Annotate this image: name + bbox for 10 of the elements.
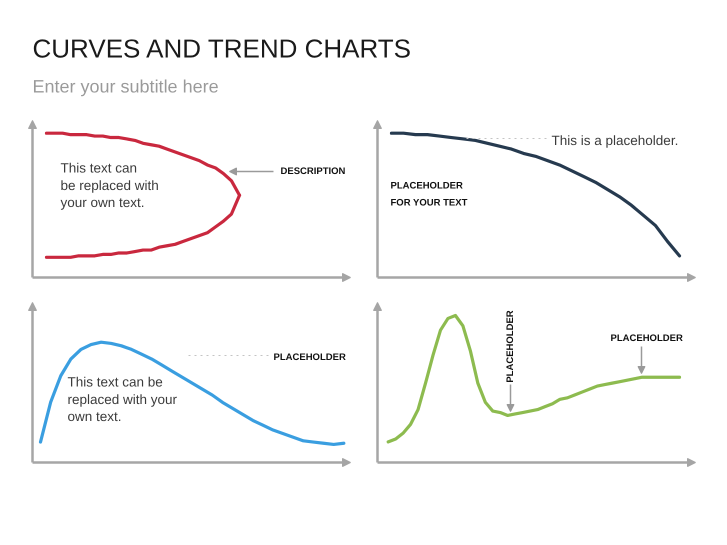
- annotation: PLACEHOLDER: [610, 333, 683, 344]
- annotation: PLACEHOLDER: [274, 352, 346, 363]
- annotation: This is a placeholder.: [552, 133, 678, 148]
- annotation: This text can be replaced with your own text.: [68, 374, 178, 424]
- annotation: This text can be replaced with your own text.: [60, 160, 159, 210]
- chart-subtitle: Enter your subtitle here: [32, 76, 219, 96]
- text: DESCRIPTION: [280, 166, 346, 177]
- annotation: PLACEHOLDER: [505, 310, 516, 383]
- annotation: PLACEHOLDER FOR YOUR TEXT: [390, 180, 468, 209]
- chart-title: CURVES AND TREND CHARTS: [32, 34, 412, 64]
